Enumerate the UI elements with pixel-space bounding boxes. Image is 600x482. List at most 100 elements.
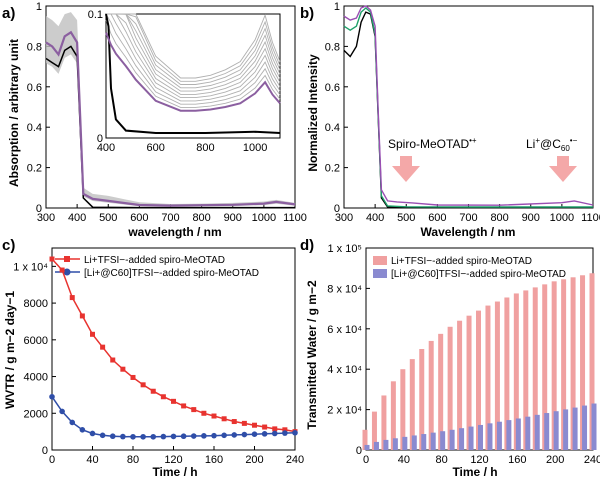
bar-pink — [428, 340, 434, 450]
panel-label-c: c) — [2, 237, 15, 254]
bar-pink — [381, 395, 387, 450]
arrow-icon — [549, 156, 577, 182]
x-tick-label-c: 160 — [205, 454, 223, 466]
bar-purple — [421, 434, 427, 450]
x-tick-label-a: 1100 — [283, 212, 307, 224]
data-point-red — [110, 357, 116, 363]
y-tick-label-a: 1 — [36, 1, 42, 13]
x-tick-label-d: 80 — [436, 454, 448, 466]
bar-purple — [402, 436, 408, 450]
data-point-red — [181, 403, 187, 409]
legend-label-d1: Li+TFSI−-added spiro-MeOTAD — [391, 256, 532, 267]
inset-grey-line-a — [106, 13, 281, 95]
data-point-blue — [130, 433, 136, 440]
x-tick-label-b: 300 — [335, 212, 353, 224]
x-tick-label-a: 400 — [68, 212, 86, 224]
svg-text:Li+@C60•−: Li+@C60•− — [526, 136, 578, 153]
ylabel-b: Normalized Intensity — [306, 54, 320, 172]
data-point-blue — [190, 433, 197, 439]
data-point-blue — [160, 433, 167, 440]
data-point-blue — [251, 431, 258, 438]
data-point-red — [130, 374, 136, 380]
bar-pink — [438, 333, 444, 450]
bar-pink — [371, 411, 377, 450]
y-tick-label-a: 0 — [36, 203, 42, 215]
inset-series-line-a — [105, 32, 281, 112]
data-point-red — [241, 420, 247, 426]
data-point-blue — [69, 419, 76, 426]
inset-grey-line-a — [106, 13, 281, 102]
y-tick-label-b: 1 — [334, 1, 340, 13]
data-point-blue — [180, 433, 187, 440]
data-point-blue — [49, 393, 55, 400]
bar-purple — [487, 423, 493, 450]
bar-pink — [419, 349, 425, 450]
x-tick-label-d: 40 — [398, 454, 410, 466]
data-point-red — [150, 388, 156, 394]
data-point-blue — [170, 433, 177, 440]
y-tick-label-d: 0 — [356, 445, 362, 457]
bar-purple — [515, 418, 521, 450]
inset-x-tick-label: 800 — [196, 142, 214, 154]
bar-purple — [430, 432, 436, 450]
ylabel-d: Transmitted Water / g m−2 — [305, 280, 319, 430]
data-point-blue — [292, 429, 298, 436]
bar-purple — [411, 435, 417, 450]
bar-pink — [485, 305, 491, 450]
legend-swatch-pink — [373, 256, 387, 265]
bar-pink — [400, 369, 406, 450]
legend-label-c2: [Li+@C60]TFSI−-added spiro-MeOTAD — [84, 268, 259, 279]
bar-pink — [362, 429, 368, 450]
inset-grey-line-a — [105, 13, 281, 105]
y-tick-label-c: 0 — [42, 445, 48, 457]
data-point-red — [100, 344, 106, 350]
inset-y-tick-label: 0.1 — [88, 9, 103, 21]
x-tick-label-b: 600 — [428, 212, 446, 224]
y-tick-label-a: 0.8 — [27, 41, 42, 53]
x-tick-label-c: 240 — [286, 454, 304, 466]
data-point-red — [262, 424, 268, 430]
bar-pink — [409, 359, 415, 450]
inset-x-tick-label: 400 — [97, 142, 115, 154]
legend-label-c1: Li+TFSI−-added spiro-MeOTAD — [84, 255, 225, 266]
data-point-red — [272, 426, 278, 432]
bar-pink — [589, 273, 595, 450]
bar-purple — [496, 421, 502, 450]
y-tick-label-a: 0.6 — [27, 82, 42, 94]
inset-grey-line-a — [106, 13, 281, 79]
bar-pink — [447, 326, 453, 450]
bar-purple — [525, 416, 531, 450]
data-point-blue — [79, 427, 86, 433]
ylabel-a: Absorption / arbitrary unit — [7, 39, 21, 187]
bar-pink — [570, 277, 576, 450]
data-point-red — [120, 366, 126, 372]
y-tick-label-c: 4000 — [24, 372, 48, 384]
y-tick-label-c: 8000 — [24, 298, 48, 310]
data-point-red — [201, 410, 207, 416]
x-tick-label-b: 1100 — [581, 212, 600, 224]
bar-purple — [449, 429, 455, 450]
y-tick-label-d: 6 x 10⁴ — [327, 324, 362, 336]
x-tick-label-a: 900 — [224, 212, 242, 224]
data-point-red — [160, 394, 166, 400]
panel-label-d: d) — [300, 237, 314, 254]
bar-purple — [459, 428, 465, 450]
data-point-red — [171, 398, 176, 404]
bar-pink — [457, 320, 463, 450]
y-tick-label-b: 0 — [334, 203, 340, 215]
data-point-blue — [241, 431, 248, 438]
inset-x-tick-label: 600 — [147, 142, 165, 154]
data-point-red — [69, 295, 75, 301]
legend-marker-blue — [63, 268, 71, 276]
y-tick-label-c: 6000 — [24, 335, 48, 347]
y-tick-label-d: 4 x 10⁴ — [327, 364, 362, 376]
series-line-a — [45, 30, 296, 207]
annotation-spiro-b: Spiro-MeOTAD•+ — [388, 136, 477, 182]
bar-pink — [476, 310, 481, 450]
data-point-blue — [231, 432, 238, 438]
x-tick-label-c: 80 — [127, 454, 139, 466]
bar-pink — [561, 279, 567, 450]
xlabel-c: Time / h — [152, 465, 197, 479]
y-tick-label-b: 0.4 — [325, 122, 340, 134]
y-tick-label-a: 0.4 — [27, 122, 42, 134]
